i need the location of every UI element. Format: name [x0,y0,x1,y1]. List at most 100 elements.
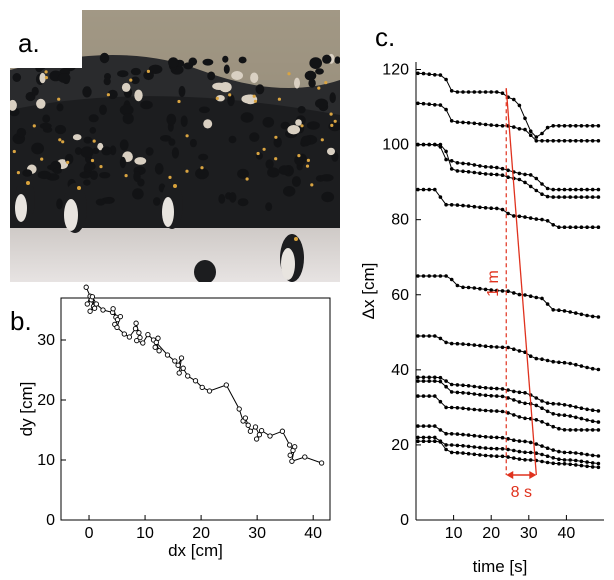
chart-c-trace-point [590,428,595,432]
chart-c-trace-point [596,465,601,470]
chart-c-trace-point [472,343,477,347]
chart-c-trace-point [512,456,516,460]
chart-c-trace-point [466,162,471,166]
chart-c-trace-point [540,131,544,136]
chart-c-trace-point [433,274,437,278]
chart-c-trace-point [472,163,477,167]
chart-c-trace-point [585,428,589,432]
chart-c-trace-point [438,428,443,432]
chart-c-trace-point [455,432,460,436]
chart-c-trace-point [562,462,567,466]
chart-b-point [267,433,273,439]
chart-c-trace-point [449,432,454,436]
chart-c-trace-point [528,440,533,445]
chart-c-trace-point [574,451,578,455]
chart-c-trace-point [483,90,488,94]
chart-c-trace-point [483,122,488,127]
chart-c-trace-point [596,409,601,413]
chart-c-trace-point [528,173,533,177]
chart-c-trace-point [562,124,567,128]
chart-c-trace-point [438,379,443,384]
chart-c-trace-point [438,336,443,341]
chart-b-point [172,358,178,364]
chart-c-trace-point [455,283,460,288]
chart-c-trace-point [478,343,482,348]
chart-c-trace-point [427,379,432,383]
chart-c-trace-point [466,204,471,208]
chart-c-trace-point [512,448,516,453]
chart-c-trace-point [461,383,465,388]
chart-c-arrowhead-left [506,470,514,479]
chart-c-trace-point [444,157,448,162]
chart-c-trace-point [489,409,494,413]
chart-c-trace-point [562,428,567,432]
chart-c-trace-point [517,127,522,131]
chart-b-point [206,388,213,394]
chart-c-trace-point [421,142,426,147]
chart-c-trace-point [416,439,420,444]
chart-c-trace-point [562,225,567,229]
chart-c-trace-point [478,392,482,397]
chart-c-trace-point [540,452,544,457]
chart-b-xtick-label: 40 [304,525,322,542]
chart-c-trace-point [517,400,522,404]
chart-c-trace-point [455,443,460,448]
chart-c-trace-point [461,432,465,437]
chart-c-trace-point [472,204,477,209]
chart-c-trace-point [483,435,488,439]
chart-c-trace-point [540,420,544,424]
chart-c-ytick-label: 0 [400,512,409,529]
chart-c-trace-point [596,428,601,432]
chart-b-point [185,373,191,379]
chart-c-trace-point [534,396,539,400]
chart-c-trace-point [455,450,460,455]
chart-c-trace-point [551,401,555,406]
chart-c-trace-point [506,396,510,400]
chart-b-point [137,334,143,341]
chart-c-trace-point [495,409,499,413]
chart-c-trace-point [512,438,516,443]
chart-c-trace-point [489,172,494,177]
chart-c-trace-point [562,309,567,313]
chart-c-trace-point [506,289,510,294]
chart-c-trace-point [500,166,505,171]
chart-c-trace-point [449,405,454,410]
chart-c-trace-point [421,394,426,398]
chart-c-trace-point [478,90,482,94]
chart-c-trace-point [472,384,477,389]
chart-c-trace-point [590,408,595,413]
chart-c-arrowhead-right [529,470,537,479]
chart-c-trace-point [416,101,420,106]
chart-c-trace-point [455,203,460,207]
chart-b-trajectory-line [85,287,322,464]
chart-c-trace-point [523,450,527,455]
chart-b-point [178,355,185,361]
chart-c-trace-point [528,133,533,137]
chart-c-trace-point [466,444,471,449]
chart-c-trace-point [489,344,494,349]
panel-c-chart: c. 10 20 30 40 0 20 40 60 80 100 120 time [s] Δx [cm… [359,22,604,576]
chart-c-trace-point [489,446,494,451]
chart-c-trace-point [478,122,482,126]
chart-c-trace-point [596,461,601,466]
chart-c-trace-point [562,187,567,192]
chart-c-trace-point [444,202,448,207]
chart-c-trace-point [545,125,550,130]
chart-c-trace-point [545,219,550,223]
chart-c-trace-point [433,439,437,444]
chart-c-trace-point [562,413,567,418]
chart-c-trace-point [455,406,460,410]
chart-c-trace-point [500,207,505,212]
chart-c-trace-point [551,412,555,416]
chart-c-trace-point [461,285,465,290]
chart-c-ytick-label: 60 [391,287,409,304]
chart-c-trace-point [449,277,454,282]
chart-c-trace-point [568,458,572,462]
chart-c-trace-point [478,205,482,210]
chart-c-trace-point [421,101,426,106]
chart-c-trace-point [540,444,544,448]
chart-c-distance-label: 1 m [485,270,502,297]
chart-c-trace-point [416,424,420,428]
chart-c-trace-point [545,454,550,459]
chart-c-trace-point [585,452,589,457]
